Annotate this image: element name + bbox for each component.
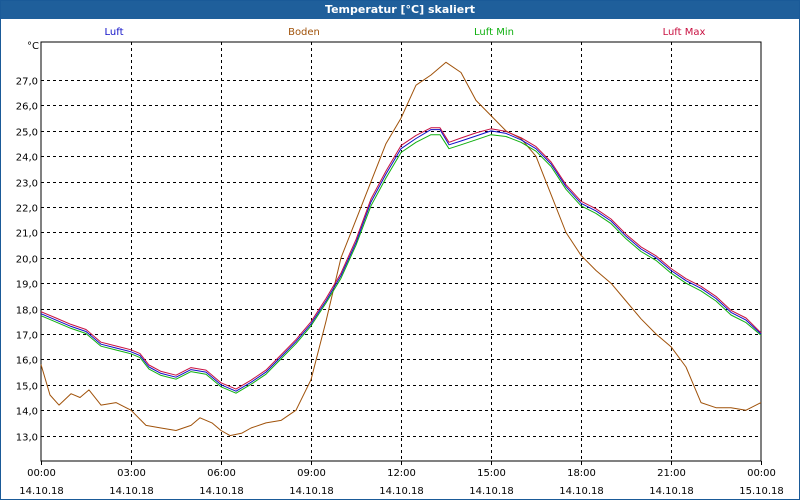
y-tick-label: 24,0 xyxy=(16,153,38,164)
legend-entry: Luft xyxy=(105,27,124,38)
x-tick-time-label: 18:00 xyxy=(567,468,596,479)
x-tick-date-label: 15.10.18 xyxy=(739,486,784,497)
series-line-luft-min xyxy=(40,134,762,394)
x-tick-time-label: 00:00 xyxy=(27,468,56,479)
x-tick-date-label: 14.10.18 xyxy=(649,486,694,497)
y-tick-label: 26,0 xyxy=(16,102,38,113)
series-line-luft-max xyxy=(40,127,762,390)
y-axis-label: °C xyxy=(27,41,39,52)
y-tick-label: 25,0 xyxy=(16,128,38,139)
legend-entry: Luft Max xyxy=(663,27,706,38)
x-tick-date-label: 14.10.18 xyxy=(289,486,334,497)
y-tick-label: 16,0 xyxy=(16,356,38,367)
title-bar: Temperatur [°C] skaliert xyxy=(1,1,799,19)
x-tick-date-label: 14.10.18 xyxy=(199,486,244,497)
chart-title: Temperatur [°C] skaliert xyxy=(325,3,475,16)
x-tick-time-label: 06:00 xyxy=(207,468,236,479)
y-tick-label: 17,0 xyxy=(16,331,38,342)
y-tick-label: 18,0 xyxy=(16,306,38,317)
y-tick-label: 13,0 xyxy=(16,433,38,444)
y-tick-label: 21,0 xyxy=(16,229,38,240)
legend-entry: Boden xyxy=(288,27,320,38)
x-tick-date-label: 14.10.18 xyxy=(19,486,64,497)
y-tick-label: 14,0 xyxy=(16,407,38,418)
y-tick-label: 20,0 xyxy=(16,255,38,266)
legend-entry: Luft Min xyxy=(474,27,514,38)
x-tick-date-label: 14.10.18 xyxy=(469,486,514,497)
x-tick-date-label: 14.10.18 xyxy=(109,486,154,497)
y-tick-label: 15,0 xyxy=(16,382,38,393)
y-tick-label: 27,0 xyxy=(16,77,38,88)
x-tick-time-label: 15:00 xyxy=(477,468,506,479)
x-tick-date-label: 14.10.18 xyxy=(559,486,604,497)
series-line-boden xyxy=(40,61,762,437)
y-tick-label: 22,0 xyxy=(16,204,38,215)
x-tick-time-label: 12:00 xyxy=(387,468,416,479)
x-tick-time-label: 03:00 xyxy=(117,468,146,479)
x-tick-date-label: 14.10.18 xyxy=(379,486,424,497)
x-tick-time-label: 21:00 xyxy=(657,468,686,479)
series-line-luft xyxy=(40,129,762,392)
y-tick-label: 19,0 xyxy=(16,280,38,291)
y-tick-label: 23,0 xyxy=(16,179,38,190)
x-tick-time-label: 09:00 xyxy=(297,468,326,479)
x-tick-time-label: 00:00 xyxy=(747,468,776,479)
